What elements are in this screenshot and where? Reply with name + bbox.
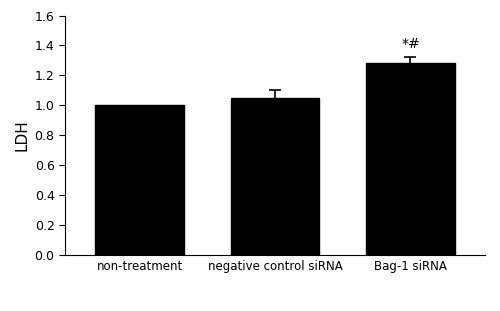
- Bar: [96, 105, 184, 255]
- Bar: [231, 98, 319, 255]
- Y-axis label: LDH: LDH: [14, 119, 29, 151]
- Bar: [366, 63, 454, 255]
- Text: *#: *#: [401, 37, 420, 51]
